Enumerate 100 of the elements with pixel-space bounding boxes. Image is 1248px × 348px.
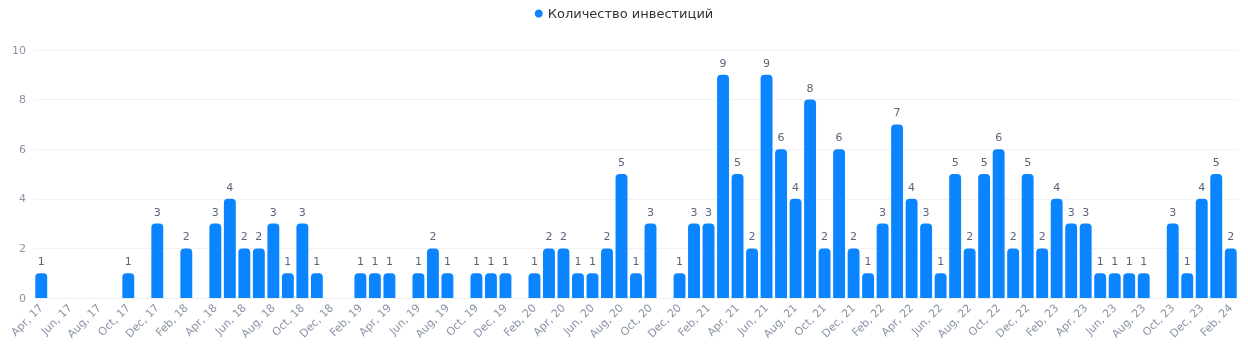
data-label: 2 [603, 230, 611, 244]
bar [789, 198, 802, 298]
data-label: 1 [1125, 255, 1133, 269]
bar [1065, 223, 1078, 298]
data-label: 2 [182, 230, 190, 244]
bar [775, 149, 788, 298]
data-label: 2 [821, 230, 829, 244]
data-label: 1 [385, 255, 393, 269]
data-label: 1 [1096, 255, 1104, 269]
bar [847, 248, 860, 298]
bar [934, 273, 947, 298]
data-label: 1 [124, 255, 132, 269]
bar [1021, 174, 1034, 298]
data-label: 1 [588, 255, 596, 269]
data-label: 4 [226, 180, 234, 194]
data-label: 3 [269, 205, 277, 219]
data-label: 2 [240, 230, 248, 244]
bar [644, 223, 657, 298]
bar [601, 248, 613, 298]
y-tick-label: 2 [19, 241, 26, 255]
data-label: 4 [1053, 180, 1061, 194]
bar [673, 273, 686, 298]
data-label: 4 [792, 180, 800, 194]
bar [223, 198, 236, 298]
bar [35, 273, 48, 298]
data-label: 3 [153, 205, 161, 219]
data-label: 1 [313, 255, 321, 269]
bar [702, 223, 715, 298]
data-label: 2 [966, 230, 974, 244]
bar [557, 248, 570, 298]
bar [1108, 273, 1121, 298]
data-label: 1 [371, 255, 379, 269]
bar [978, 174, 991, 298]
data-label: 2 [545, 230, 553, 244]
bar [905, 198, 918, 298]
data-label: 1 [443, 255, 451, 269]
data-label: 3 [879, 205, 887, 219]
data-label: 3 [705, 205, 713, 219]
data-label: 2 [255, 230, 263, 244]
bar [267, 223, 280, 298]
bar [572, 273, 584, 298]
data-label: 7 [893, 106, 901, 120]
bar [368, 273, 381, 298]
bar [949, 174, 962, 298]
bar [151, 223, 164, 298]
data-label: 1 [414, 255, 422, 269]
bar [426, 248, 439, 298]
data-label: 1 [632, 255, 640, 269]
data-label: 2 [559, 230, 567, 244]
data-label: 6 [995, 131, 1003, 145]
bar [1007, 248, 1020, 298]
data-label: 2 [1227, 230, 1235, 244]
bar [310, 273, 323, 298]
data-label: 2 [1038, 230, 1046, 244]
bar [1094, 273, 1107, 298]
data-label: 1 [37, 255, 45, 269]
legend-label: Количество инвестиций [547, 6, 714, 21]
data-label: 5 [1024, 156, 1032, 169]
data-label: 1 [676, 255, 684, 269]
bar [1195, 198, 1208, 298]
bar [688, 223, 700, 298]
bar [1036, 248, 1049, 298]
bar [1123, 273, 1136, 298]
data-label: 2 [429, 230, 437, 244]
bar [1137, 273, 1150, 298]
data-label: 1 [864, 255, 872, 269]
bar [528, 273, 541, 298]
data-label: 3 [1169, 205, 1177, 219]
bar [1181, 273, 1194, 298]
data-label: 1 [472, 255, 480, 269]
bar [354, 273, 367, 298]
bar [586, 273, 599, 298]
data-label: 4 [908, 180, 916, 194]
data-label: 3 [647, 205, 655, 219]
bar [383, 273, 396, 298]
data-label: 5 [1212, 156, 1220, 169]
data-label: 6 [777, 131, 785, 145]
bar [238, 248, 251, 298]
bar [891, 124, 904, 298]
data-label: 1 [1140, 255, 1148, 269]
data-label: 5 [980, 156, 988, 169]
data-label: 1 [574, 255, 582, 269]
bar [963, 248, 976, 298]
data-label: 1 [530, 255, 538, 269]
bar [818, 248, 831, 298]
bar [615, 174, 628, 298]
bar [412, 273, 425, 298]
data-label: 2 [850, 230, 858, 244]
data-label: 1 [1111, 255, 1119, 269]
bar [746, 248, 758, 298]
bar [252, 248, 265, 298]
bar [717, 74, 729, 298]
bar [1079, 223, 1092, 298]
bar [1166, 223, 1179, 298]
bar [1050, 198, 1063, 298]
bar [876, 223, 889, 298]
data-label: 3 [690, 205, 698, 219]
bar [499, 273, 512, 298]
data-label: 3 [298, 205, 306, 219]
bar [760, 74, 773, 298]
